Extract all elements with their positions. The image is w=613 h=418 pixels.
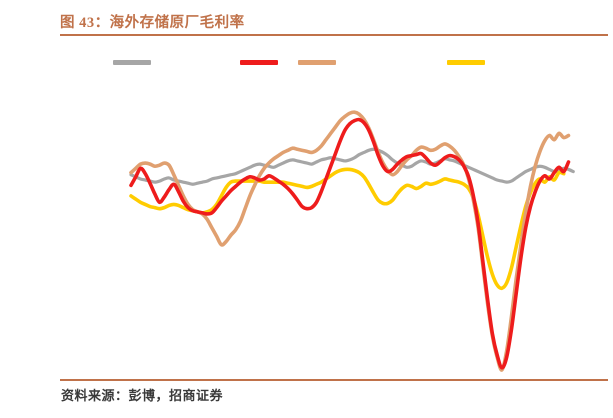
legend-swatch-2 <box>298 60 336 65</box>
figure-title: 图 43：海外存储原厂毛利率 <box>60 15 245 31</box>
source-divider <box>60 379 608 381</box>
legend-swatch-3 <box>447 60 485 65</box>
series-tan <box>129 110 571 372</box>
source-note: 资料来源：彭博，招商证券 <box>61 388 224 403</box>
chart-plot-area <box>0 72 613 372</box>
line-chart <box>129 110 575 372</box>
legend-swatch-0 <box>113 60 151 65</box>
series-red <box>129 117 571 370</box>
legend-swatch-1 <box>240 60 278 65</box>
series-gold <box>129 167 566 291</box>
series-gray <box>129 147 575 186</box>
title-divider <box>60 34 608 36</box>
chart-legend <box>0 52 613 72</box>
